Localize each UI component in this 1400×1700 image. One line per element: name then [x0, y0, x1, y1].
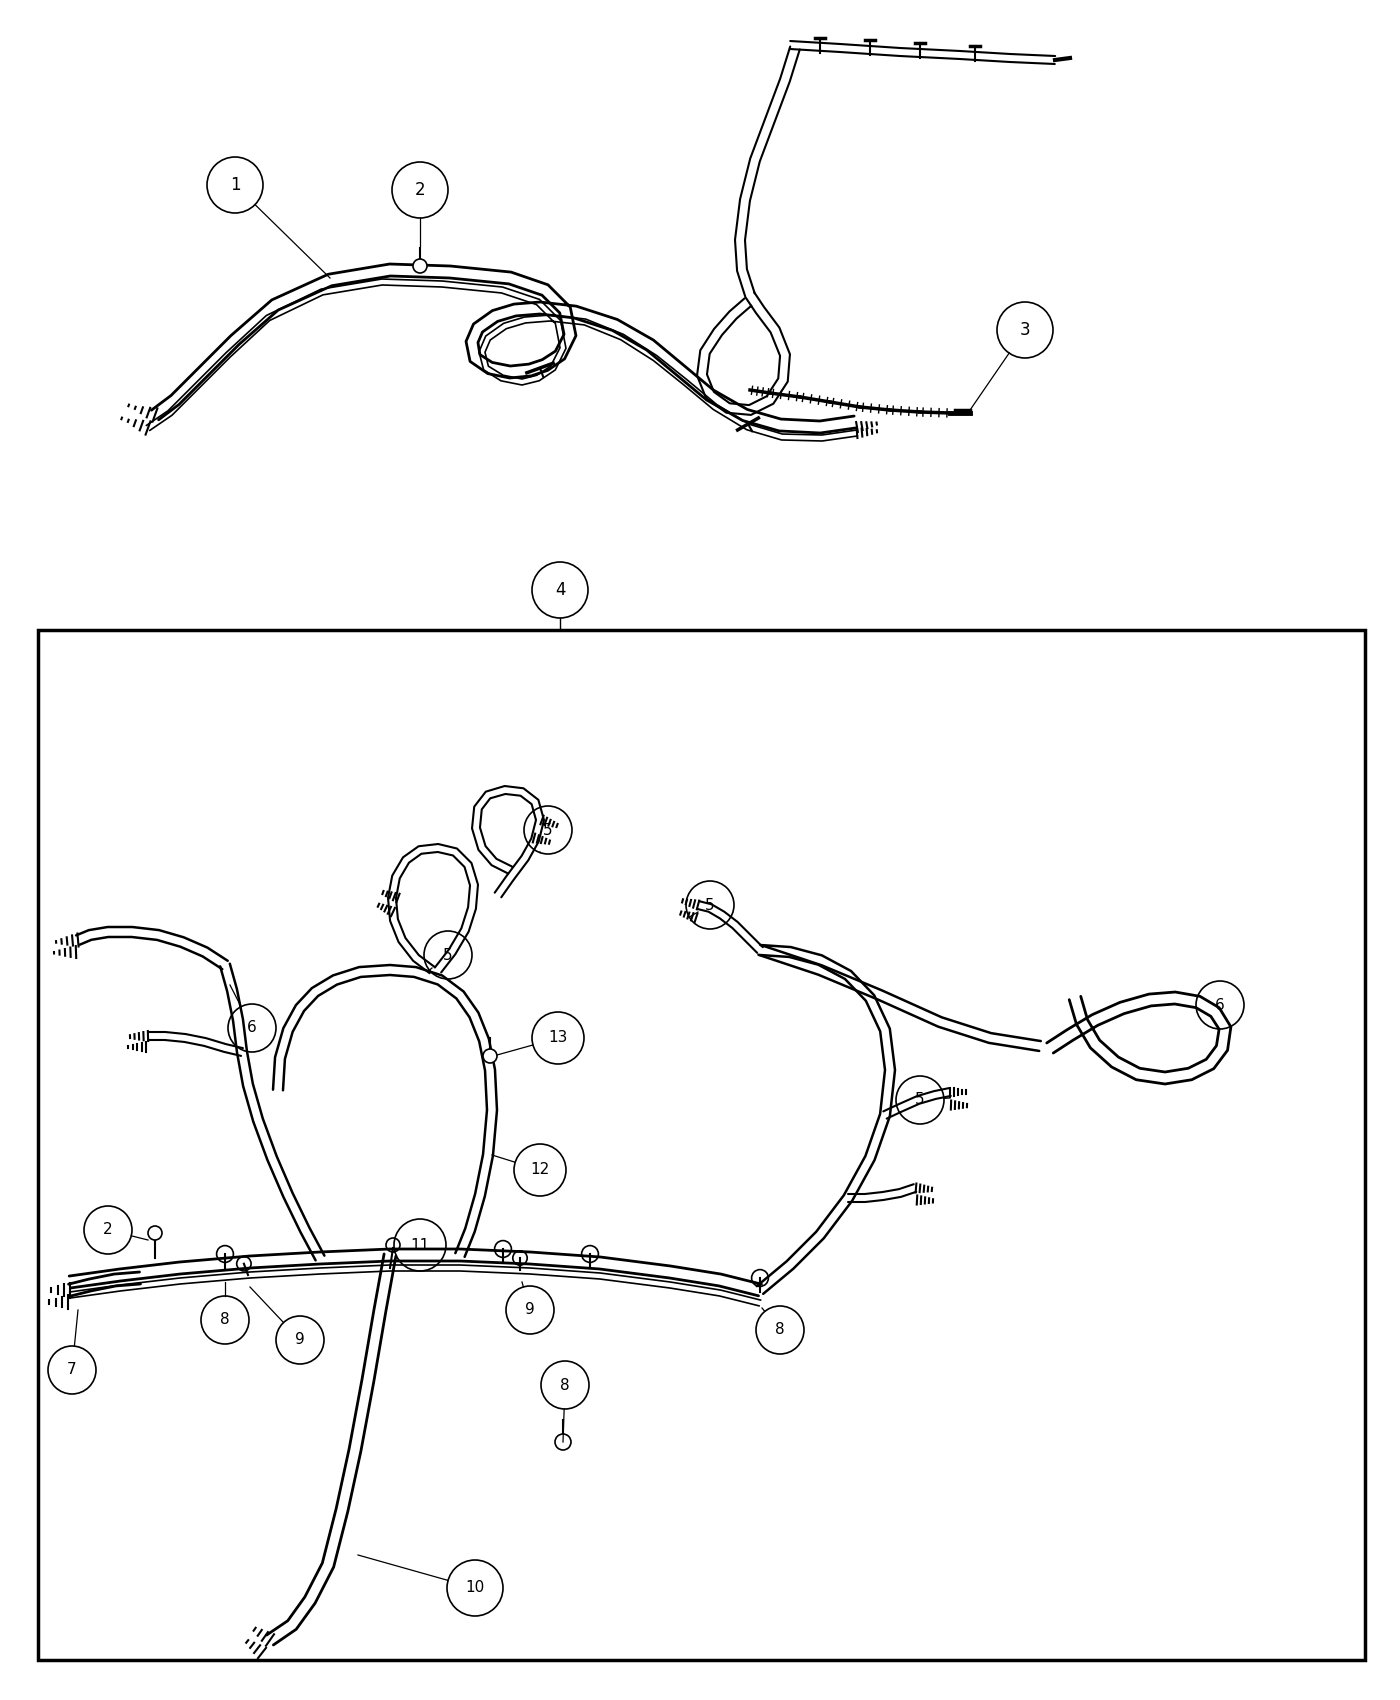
Circle shape — [554, 1435, 571, 1450]
Text: 6: 6 — [248, 1020, 256, 1035]
Text: 5: 5 — [543, 823, 553, 838]
Circle shape — [148, 1226, 162, 1239]
Text: 8: 8 — [560, 1377, 570, 1392]
Text: 2: 2 — [414, 180, 426, 199]
Text: 3: 3 — [1019, 321, 1030, 338]
Text: 5: 5 — [706, 898, 715, 913]
Text: 11: 11 — [410, 1238, 430, 1253]
Text: 8: 8 — [776, 1323, 785, 1338]
Text: 10: 10 — [465, 1581, 484, 1596]
Text: 6: 6 — [1215, 998, 1225, 1013]
Circle shape — [413, 258, 427, 274]
Text: 7: 7 — [67, 1362, 77, 1377]
Text: 12: 12 — [531, 1163, 550, 1178]
Text: 13: 13 — [549, 1030, 567, 1046]
Text: 5: 5 — [444, 947, 452, 962]
Bar — [38, 631, 1365, 1659]
Text: 9: 9 — [525, 1302, 535, 1318]
Text: 9: 9 — [295, 1333, 305, 1348]
Text: 2: 2 — [104, 1222, 113, 1238]
Text: 8: 8 — [220, 1312, 230, 1328]
Text: 5: 5 — [916, 1093, 925, 1107]
Text: 1: 1 — [230, 177, 241, 194]
Circle shape — [483, 1049, 497, 1062]
Text: 4: 4 — [554, 581, 566, 598]
